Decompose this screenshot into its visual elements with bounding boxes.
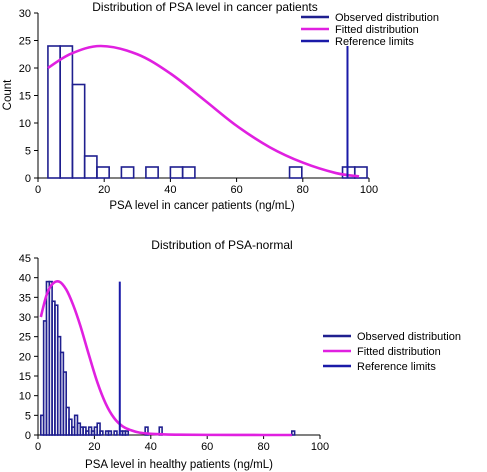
x-tick-label: 100 <box>360 184 378 196</box>
chart-cancer: Distribution of PSA level in cancer pati… <box>2 0 439 212</box>
x-axis-label: PSA level in cancer patients (ng/mL) <box>109 200 295 212</box>
x-tick-label: 60 <box>230 184 242 196</box>
histogram-bar <box>83 155 98 179</box>
histogram-bar <box>145 166 159 179</box>
legend-entry: Fitted distribution <box>335 24 419 36</box>
y-tick-label: 30 <box>19 312 31 324</box>
y-tick-label: 5 <box>25 410 31 422</box>
legend-entry: Observed distribution <box>335 12 439 24</box>
x-tick-label: 100 <box>311 441 329 453</box>
plot-area: 0 5 10 15 20 25 30 35 40 45 0 20 40 60 80 100 <box>19 253 329 453</box>
histogram-bar <box>290 430 296 436</box>
axes: 0 5 10 15 20 25 30 35 40 45 0 20 40 60 80 100 <box>19 253 329 453</box>
histogram-bar <box>62 371 68 436</box>
y-tick-label: 25 <box>19 36 31 48</box>
x-tick-label: 80 <box>257 441 269 453</box>
y-tick-label: 35 <box>19 292 31 304</box>
y-tick-label: 15 <box>19 371 31 383</box>
histogram-bar <box>96 422 101 436</box>
y-tick-label: 0 <box>25 173 31 185</box>
y-tick-label: 20 <box>19 351 31 363</box>
histogram-bar <box>120 166 135 179</box>
histogram-bar <box>288 166 303 179</box>
chart-title: Distribution of PSA-normal <box>151 238 292 252</box>
histogram-bar <box>144 426 149 436</box>
histogram-bar <box>353 166 368 179</box>
x-tick-label: 0 <box>35 441 41 453</box>
fitted-curve <box>47 44 360 178</box>
histogram-bar <box>124 430 130 436</box>
x-tick-label: 20 <box>88 441 100 453</box>
y-tick-label: 5 <box>25 146 31 158</box>
axes: 0 5 10 15 20 25 30 0 20 40 60 80 100 <box>19 8 378 196</box>
x-tick-label: 0 <box>35 184 41 196</box>
histogram-bar <box>181 166 196 179</box>
x-axis-label: PSA level in healthy patients (ng/mL) <box>85 459 273 471</box>
legend-entry: Reference limits <box>357 361 436 373</box>
y-tick-label: 15 <box>19 91 31 103</box>
y-tick-label: 45 <box>19 253 31 265</box>
fitted-curve <box>39 280 292 437</box>
legend: Observed distribution Fitted distribution… <box>323 331 461 373</box>
observed-histogram <box>47 45 368 179</box>
histogram-bar <box>113 430 118 436</box>
x-tick-label: 40 <box>145 441 157 453</box>
observed-histogram <box>40 280 296 436</box>
x-tick-label: 20 <box>98 184 110 196</box>
histogram-bar <box>99 430 104 436</box>
plot-area: 0 5 10 15 20 25 30 0 20 40 60 80 100 <box>19 8 378 196</box>
y-tick-label: 30 <box>19 8 31 20</box>
y-tick-label: 10 <box>19 391 31 403</box>
legend-entry: Observed distribution <box>357 331 461 343</box>
y-axis-label: Count <box>2 79 14 110</box>
x-tick-label: 80 <box>297 184 309 196</box>
y-tick-label: 0 <box>25 430 31 442</box>
histogram-bar <box>59 45 74 179</box>
y-tick-label: 40 <box>19 273 31 285</box>
chart-title: Distribution of PSA level in cancer pati… <box>92 0 317 14</box>
y-tick-label: 25 <box>19 332 31 344</box>
x-tick-label: 40 <box>164 184 176 196</box>
histogram-bar <box>96 166 110 179</box>
chart-healthy: Distribution of PSA-normal PSA level in … <box>19 238 461 471</box>
y-tick-label: 20 <box>19 63 31 75</box>
histogram-bar <box>107 430 113 436</box>
legend-entry: Reference limits <box>335 36 414 48</box>
x-tick-label: 60 <box>201 441 213 453</box>
legend-entry: Fitted distribution <box>357 346 441 358</box>
histogram-bar <box>169 166 184 179</box>
y-tick-label: 10 <box>19 118 31 130</box>
histogram-bar <box>71 83 86 179</box>
